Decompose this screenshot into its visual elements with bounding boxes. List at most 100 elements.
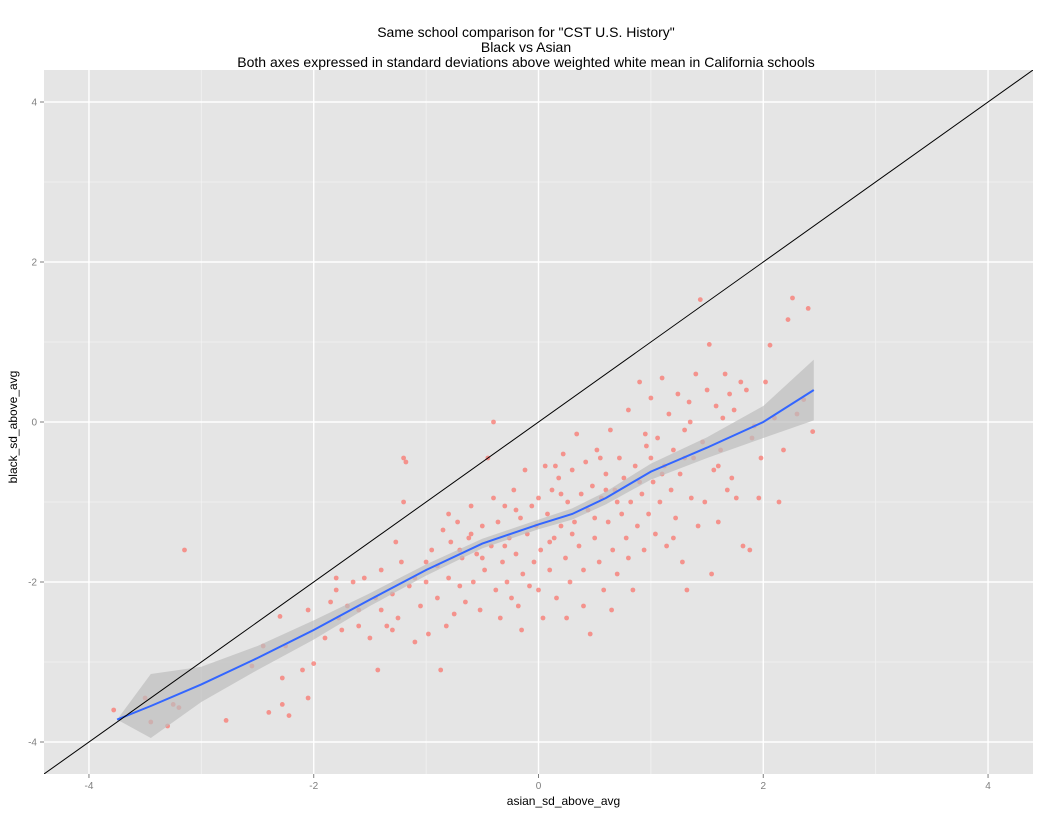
data-point	[597, 455, 603, 461]
data-point	[333, 587, 339, 593]
data-point	[448, 539, 454, 545]
data-point	[675, 391, 681, 397]
data-point	[547, 567, 553, 573]
data-point	[515, 603, 521, 609]
x-tick-label: 0	[536, 781, 542, 792]
data-point	[713, 403, 719, 409]
data-point	[744, 387, 749, 393]
x-tick-label: 4	[985, 781, 991, 792]
data-point	[399, 559, 404, 565]
data-point	[572, 519, 577, 525]
data-point	[724, 487, 730, 493]
data-point	[540, 615, 546, 621]
data-point	[574, 431, 580, 437]
data-point	[626, 407, 631, 413]
data-point	[305, 607, 311, 613]
data-point	[479, 523, 485, 529]
data-point	[648, 395, 654, 401]
data-point	[758, 455, 764, 461]
data-point	[513, 551, 519, 557]
chart-title-line-2: Black vs Asian	[480, 39, 572, 55]
data-point	[590, 483, 595, 489]
data-point	[305, 695, 311, 701]
data-point	[547, 539, 553, 545]
data-point	[576, 543, 582, 549]
data-point	[468, 503, 474, 509]
data-point	[635, 523, 640, 529]
data-point	[390, 627, 395, 633]
data-point	[565, 499, 571, 505]
data-point	[720, 415, 726, 421]
data-point	[641, 547, 647, 553]
data-point	[468, 531, 474, 537]
data-point	[617, 455, 622, 461]
data-point	[673, 515, 678, 521]
data-point	[545, 511, 550, 517]
data-point	[223, 718, 229, 723]
data-point	[711, 467, 717, 473]
data-point	[731, 407, 737, 413]
data-point	[504, 579, 510, 585]
data-point	[328, 599, 333, 605]
data-point	[477, 607, 483, 613]
data-point	[632, 463, 638, 469]
data-point	[659, 375, 665, 381]
data-point	[695, 523, 701, 529]
data-point	[495, 519, 501, 525]
data-point	[668, 487, 674, 493]
data-point	[733, 495, 739, 501]
data-point	[671, 535, 676, 541]
data-point	[715, 463, 721, 469]
data-point	[623, 535, 629, 541]
data-point	[747, 547, 753, 553]
data-point	[650, 479, 656, 485]
data-point	[384, 623, 390, 629]
data-point	[655, 435, 660, 441]
data-point	[596, 559, 602, 565]
data-point	[646, 511, 651, 517]
data-point	[520, 571, 526, 577]
data-point	[709, 571, 714, 577]
data-point	[426, 631, 431, 637]
data-point	[578, 491, 584, 497]
data-point	[639, 491, 645, 497]
data-point	[790, 295, 795, 301]
x-tick-label: -2	[309, 781, 318, 792]
data-point	[279, 702, 285, 707]
data-point	[423, 559, 429, 565]
x-axis-title: asian_sd_above_avg	[506, 794, 621, 808]
data-point	[529, 503, 535, 509]
data-point	[542, 463, 548, 469]
data-point	[697, 297, 703, 302]
data-point	[443, 623, 449, 629]
data-point	[511, 487, 517, 493]
data-point	[605, 519, 611, 525]
data-point	[671, 447, 676, 453]
data-point	[474, 551, 480, 557]
data-point	[686, 399, 692, 405]
data-point	[401, 455, 406, 461]
data-point	[583, 459, 589, 465]
data-point	[722, 371, 728, 377]
data-point	[497, 615, 503, 621]
data-point	[350, 579, 356, 585]
data-point	[491, 419, 496, 425]
y-tick-label: 2	[31, 258, 37, 269]
data-point	[563, 555, 568, 561]
data-point	[630, 587, 636, 593]
data-point	[286, 713, 292, 718]
data-point	[619, 511, 625, 517]
data-point	[300, 667, 305, 673]
data-point	[322, 635, 328, 641]
data-point	[594, 447, 600, 453]
data-point	[378, 607, 384, 613]
data-point	[554, 595, 559, 601]
data-point	[644, 443, 649, 449]
data-point	[549, 487, 555, 493]
data-point	[423, 579, 429, 585]
data-point	[367, 635, 373, 641]
data-point	[776, 499, 782, 505]
data-point	[502, 543, 508, 549]
data-point	[560, 451, 566, 457]
data-point	[333, 575, 339, 581]
